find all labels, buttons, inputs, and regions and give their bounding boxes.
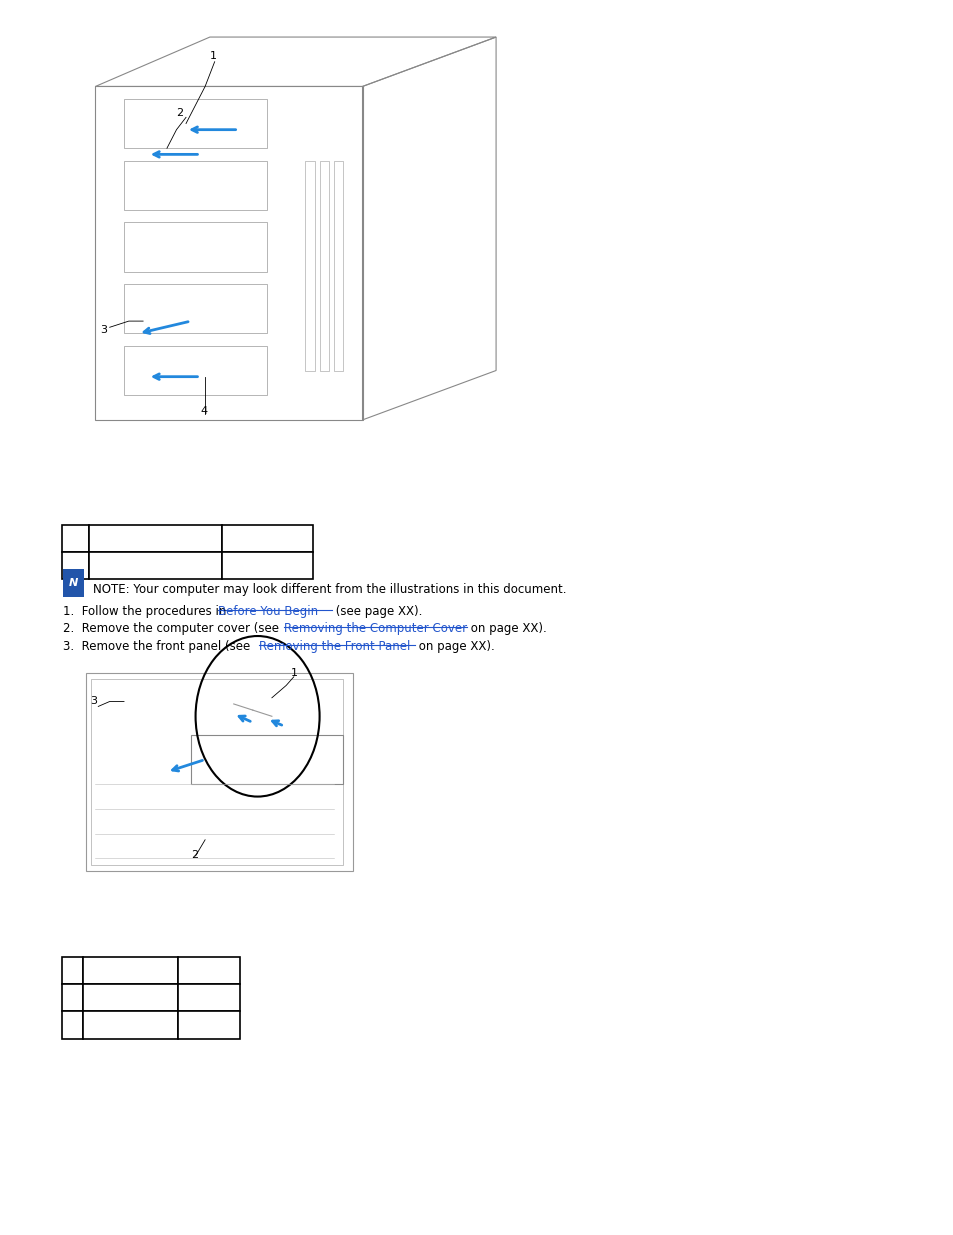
Bar — [178, 957, 240, 984]
Text: Removing the Front Panel: Removing the Front Panel — [259, 640, 411, 653]
Text: 4: 4 — [200, 406, 207, 416]
Bar — [62, 984, 83, 1011]
Bar — [62, 957, 83, 984]
Bar — [63, 569, 84, 597]
Bar — [83, 1011, 178, 1039]
Bar — [89, 525, 222, 552]
Text: (see page XX).: (see page XX). — [332, 605, 422, 619]
Text: 2: 2 — [191, 851, 197, 861]
Bar — [83, 984, 178, 1011]
Bar — [62, 552, 89, 579]
Text: 3: 3 — [91, 697, 97, 706]
Text: 1.  Follow the procedures in: 1. Follow the procedures in — [63, 605, 230, 619]
Text: 1: 1 — [210, 52, 216, 62]
Bar — [62, 525, 89, 552]
Text: 3.  Remove the front panel (see: 3. Remove the front panel (see — [63, 640, 253, 653]
Text: NOTE: Your computer may look different from the illustrations in this document.: NOTE: Your computer may look different f… — [93, 583, 566, 597]
Text: 2: 2 — [176, 109, 183, 119]
Text: 1: 1 — [291, 668, 297, 678]
Text: Removing the Computer Cover: Removing the Computer Cover — [284, 622, 467, 636]
Text: N: N — [69, 578, 78, 588]
Bar — [222, 525, 313, 552]
Text: 2.  Remove the computer cover (see: 2. Remove the computer cover (see — [63, 622, 282, 636]
Text: on page XX).: on page XX). — [415, 640, 495, 653]
Text: Before You Begin: Before You Begin — [217, 605, 317, 619]
Bar — [222, 552, 313, 579]
Text: 3: 3 — [100, 326, 107, 336]
Text: on page XX).: on page XX). — [467, 622, 547, 636]
Bar — [178, 984, 240, 1011]
Bar — [83, 957, 178, 984]
Bar — [62, 1011, 83, 1039]
Bar — [89, 552, 222, 579]
Bar — [178, 1011, 240, 1039]
